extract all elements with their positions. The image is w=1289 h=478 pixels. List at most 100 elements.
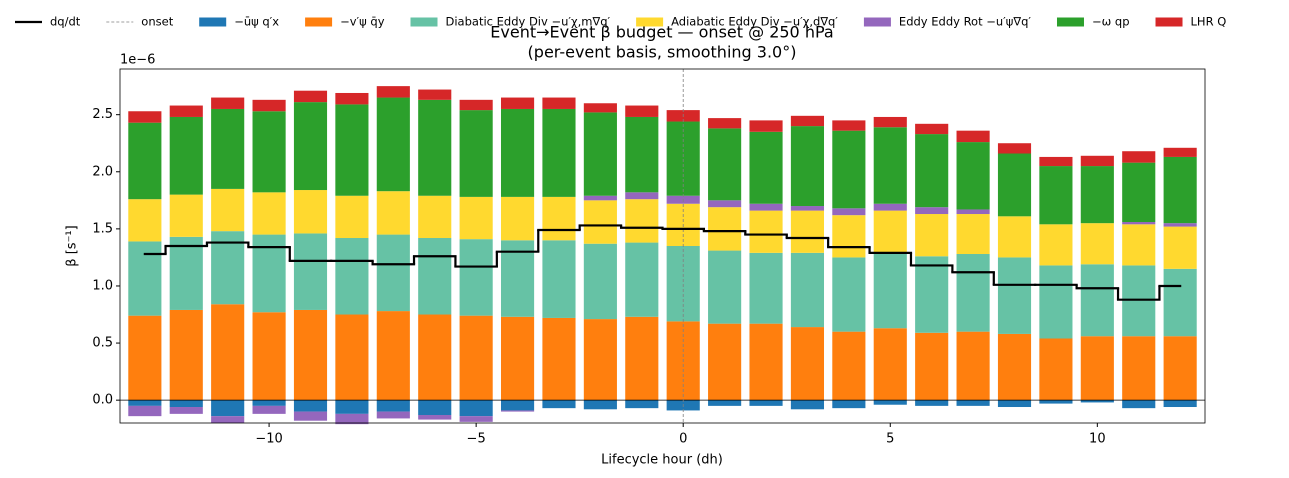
bar-segment (997, 333, 1032, 401)
bar-segment (832, 400, 866, 409)
bar-segment (625, 116, 659, 193)
legend-swatch (199, 17, 227, 27)
bar-segment (873, 400, 907, 405)
bar-segment (708, 207, 742, 251)
bar-segment (749, 120, 783, 132)
bar-segment (169, 309, 203, 401)
bar-segment (335, 314, 369, 401)
plot-frame (119, 68, 1206, 424)
bar-segment (997, 216, 1032, 258)
bar-segment (915, 400, 949, 406)
bar-segment (1039, 338, 1073, 401)
bar-segment (625, 105, 659, 117)
bar-segment (749, 203, 783, 211)
legend-label: Eddy Eddy Rot −u′ψ∇q′ (899, 15, 1031, 29)
bar-segment (418, 415, 452, 420)
bar-segment (418, 99, 452, 196)
bar-segment (956, 209, 990, 215)
bar-segment (169, 116, 203, 195)
bar-segment (997, 143, 1032, 154)
bar-segment (1122, 265, 1156, 337)
bar-segment (1080, 400, 1114, 403)
bar-segment (211, 97, 245, 109)
x-tick-label: 10 (1089, 432, 1106, 447)
bar-segment (749, 131, 783, 204)
bar-segment (169, 400, 203, 408)
bar-segment (293, 90, 328, 103)
bar-segment (293, 233, 328, 310)
bar-segment (252, 400, 286, 406)
bar-segment (790, 210, 825, 253)
bar-segment (500, 400, 535, 411)
legend-label: −v′ψ q̄y (340, 15, 385, 29)
bar-segment (749, 252, 783, 324)
bar-segment (790, 400, 825, 410)
bar-segment (666, 246, 700, 322)
bar-segment (542, 196, 576, 241)
bar-segment (832, 215, 866, 258)
bar-segment (790, 115, 825, 127)
bar-segment (832, 208, 866, 216)
bar-segment (376, 411, 410, 419)
bar-segment (459, 99, 493, 111)
x-tick-label: −10 (255, 432, 282, 447)
bar-segment (1122, 162, 1156, 223)
bar-segment (459, 416, 493, 422)
legend-swatch (636, 17, 664, 27)
bar-segment (1122, 336, 1156, 401)
bar-segment (418, 314, 452, 401)
bar-segment (873, 127, 907, 204)
bar-segment (1039, 156, 1073, 167)
bar-segment (708, 323, 742, 401)
bar-segment (915, 134, 949, 208)
bar-segment (500, 240, 535, 317)
legend-label: dq/dt (50, 15, 81, 29)
bar-segment (459, 196, 493, 240)
bar-segment (169, 407, 203, 414)
chart-title: Event→Event β budget — onset @ 250 hPa (490, 23, 833, 42)
bar-segment (418, 89, 452, 100)
bar-segment (335, 104, 369, 196)
bar-segment (252, 192, 286, 235)
bar-segment (583, 243, 617, 320)
bar-segment (873, 116, 907, 128)
bar-segment (956, 253, 990, 332)
bar-segment (956, 400, 990, 406)
bar-segment (873, 210, 907, 254)
bar-segment (749, 210, 783, 253)
legend-label: Adiabatic Eddy Div −u′χ,d∇q′ (671, 15, 838, 29)
chart-subtitle: (per-event basis, smoothing 3.0°) (528, 43, 797, 62)
legend-label: Diabatic Eddy Div −u′χ,m∇q′ (446, 15, 611, 29)
bar-segment (790, 327, 825, 401)
bar-segment (335, 238, 369, 315)
bar-segment (211, 188, 245, 232)
bar-segment (211, 108, 245, 189)
y-tick-label: 1.0 (92, 278, 113, 293)
bar-segment (708, 118, 742, 129)
bar-segment (169, 194, 203, 237)
bar-segment (625, 400, 659, 409)
bar-segment (459, 239, 493, 316)
bar-segment (500, 196, 535, 241)
legend-swatch (410, 17, 438, 27)
y-tick-label: 2.5 (92, 107, 113, 122)
x-axis-label: Lifecycle hour (dh) (601, 453, 723, 468)
bar-segment (749, 323, 783, 401)
bar-segment (459, 110, 493, 197)
bar-segment (583, 400, 617, 410)
bar-segment (625, 242, 659, 317)
legend-swatch (1056, 17, 1084, 27)
bar-segment (583, 319, 617, 401)
legend-swatch (863, 17, 891, 27)
bar-segment (583, 103, 617, 113)
bar-segment (790, 206, 825, 211)
bar-segment (708, 200, 742, 208)
bar-segment (542, 400, 576, 409)
bar-segment (915, 123, 949, 135)
bar-segment (873, 328, 907, 401)
bar-segment (252, 405, 286, 414)
bar-segment (873, 253, 907, 329)
y-tick-label: 0.5 (92, 336, 113, 351)
bar-segment (1080, 336, 1114, 401)
bar-segment (293, 400, 328, 412)
